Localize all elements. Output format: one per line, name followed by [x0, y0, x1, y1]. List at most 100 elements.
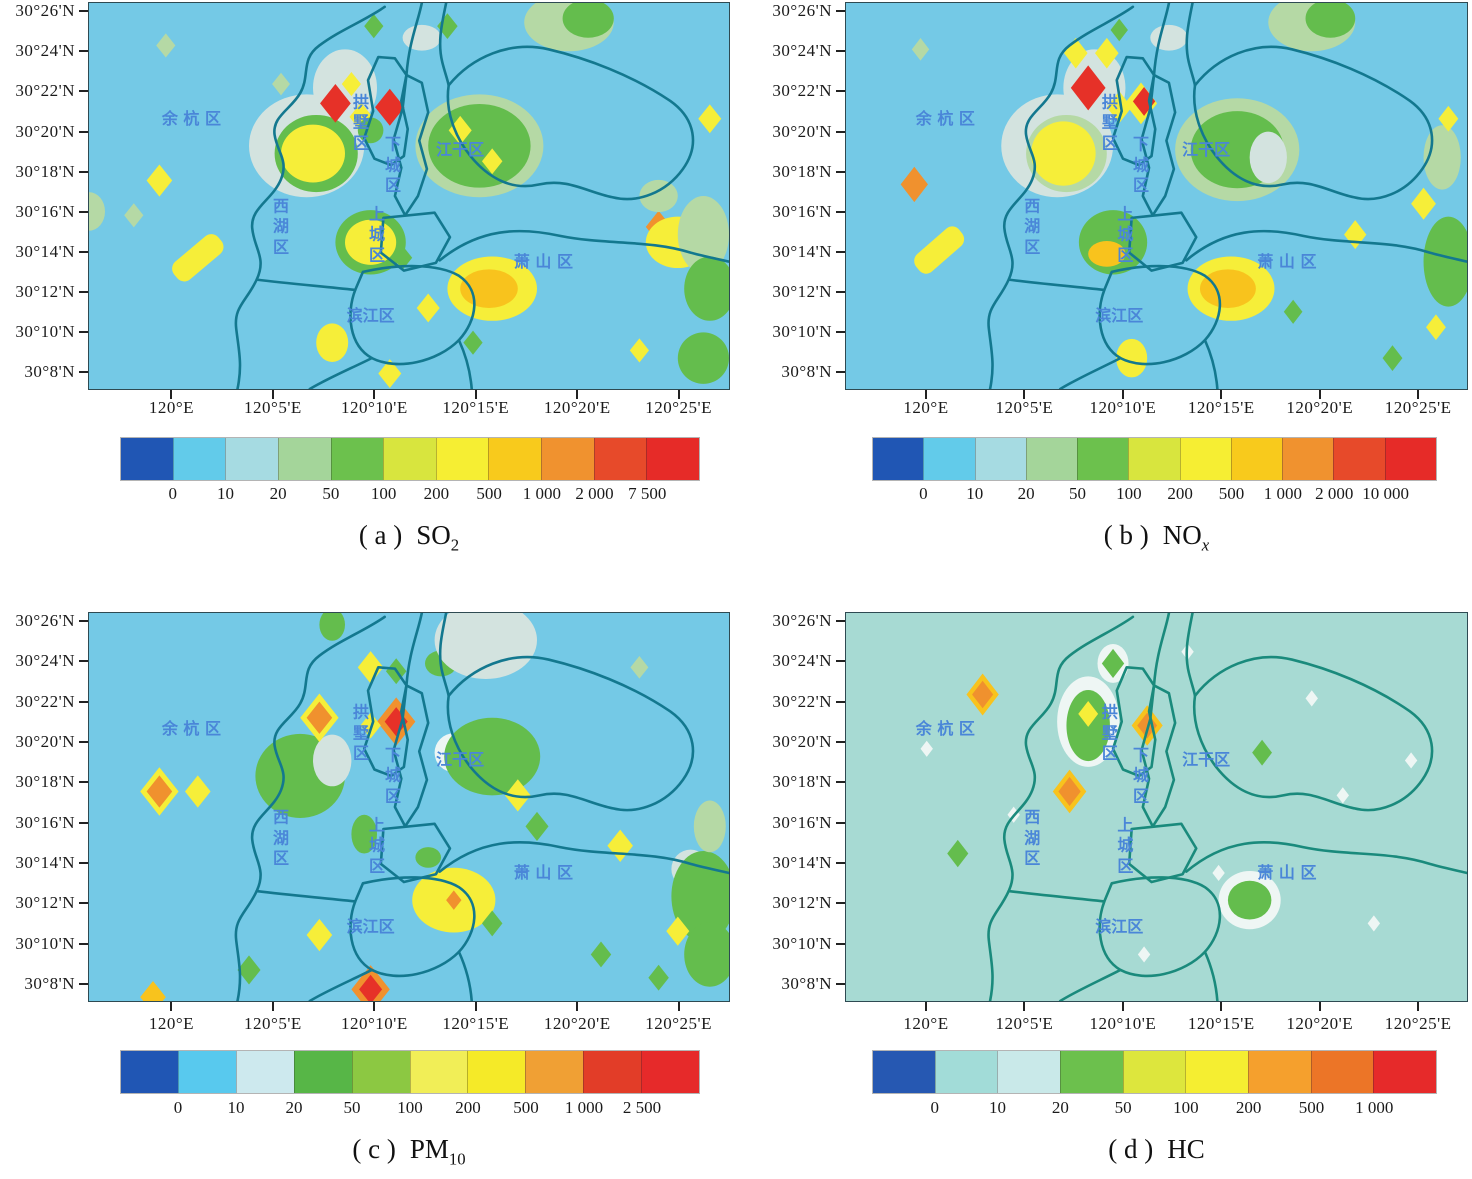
x-axis-label: 120°20'E: [543, 398, 611, 417]
colorbar-segment: [225, 438, 278, 480]
y-axis-label: 30°12'N: [15, 281, 75, 301]
colorbar-tick-label: 100: [1116, 484, 1142, 503]
emission-hotspot: [140, 980, 166, 1001]
y-axis-tick: [836, 741, 845, 744]
y-axis-label: 30°12'N: [772, 893, 832, 913]
colorbar-segment: [293, 1051, 352, 1093]
x-axis-label: 120°E: [148, 398, 195, 417]
y-axis-tick: [836, 250, 845, 253]
x-axis-label: 120°E: [903, 1014, 949, 1033]
colorbar-tick-label: 20: [285, 1098, 303, 1117]
caption-index: ( b ): [1103, 520, 1149, 550]
y-axis-tick: [836, 210, 845, 213]
x-axis-label: 120°15'E: [1187, 1014, 1255, 1033]
y-axis-label: 30°18'N: [15, 161, 75, 181]
x-axis-tick: [271, 1002, 274, 1011]
panel-caption: ( a ) SO2: [88, 520, 730, 555]
y-axis-tick: [836, 619, 845, 622]
colorbar-segment: [583, 1051, 642, 1093]
x-axis-tick: [924, 1002, 927, 1011]
colorbar-segment: [277, 438, 331, 480]
panel-nox: 余 杭 区拱 墅 区下 城 区上 城 区江干区西 湖 区萧 山 区滨江区 ( b…: [740, 0, 1472, 590]
panel-so2: 余 杭 区拱 墅 区下 城 区上 城 区江干区西 湖 区萧 山 区滨江区 ( a…: [0, 0, 740, 590]
emission-hotspot: [306, 918, 333, 952]
emission-hotspot: [1249, 131, 1287, 184]
panel-caption: ( c ) PM10: [88, 1134, 730, 1169]
x-axis-tick: [373, 1002, 376, 1011]
emission-hotspot: [1423, 216, 1467, 307]
colorbar-tick-label: 50: [343, 1098, 361, 1117]
colorbar-tick-label: 500: [476, 484, 502, 503]
colorbar-tick-label: 50: [1068, 484, 1086, 503]
emission-hotspot: [237, 955, 261, 985]
emission-hotspot: [1438, 105, 1459, 132]
x-axis-tick: [474, 390, 477, 399]
colorbar-segment: [330, 438, 384, 480]
y-axis-label: 30°16'N: [772, 201, 832, 221]
y-axis-label: 30°24'N: [772, 651, 832, 671]
colorbar-segment: [121, 1051, 178, 1093]
colorbar-tick-label: 10: [227, 1098, 245, 1117]
y-axis-label: 30°16'N: [15, 201, 75, 221]
y-axis-tick: [79, 619, 88, 622]
emission-hotspots: [900, 3, 1467, 378]
caption-index: ( a ): [358, 520, 403, 550]
colorbar-tick-label: 1 000: [564, 1098, 604, 1117]
y-axis-tick: [79, 942, 88, 945]
y-axis-label: 30°20'N: [15, 732, 75, 752]
colorbar-segment: [177, 1051, 236, 1093]
y-axis-label: 30°24'N: [15, 40, 75, 60]
colorbar-segment: [873, 1051, 935, 1093]
y-axis-label: 30°16'N: [772, 812, 832, 832]
x-axis-tick: [1318, 390, 1321, 399]
colorbar-tick-label: 200: [455, 1098, 481, 1117]
colorbar-segment: [1333, 438, 1385, 480]
emission-hotspot: [671, 850, 729, 942]
y-axis-tick: [836, 660, 845, 663]
colorbar-segment: [1373, 1051, 1437, 1093]
colorbar-segment: [1310, 1051, 1374, 1093]
x-axis-label: 120°20'E: [543, 1014, 611, 1033]
colorbar-segment: [1060, 1051, 1123, 1093]
y-axis-label: 30°14'N: [772, 241, 832, 261]
y-axis-label: 30°24'N: [772, 40, 832, 60]
emission-hotspot: [460, 269, 518, 308]
emission-hotspot: [1283, 299, 1303, 324]
y-axis-label: 30°12'N: [15, 893, 75, 913]
map-pm10: 余 杭 区拱 墅 区下 城 区上 城 区江干区西 湖 区萧 山 区滨江区: [88, 612, 730, 1002]
colorbar: [872, 1050, 1437, 1094]
colorbar-tick-label: 500: [1218, 484, 1245, 503]
emission-hotspot: [1212, 864, 1225, 882]
y-axis-tick: [79, 741, 88, 744]
y-axis-label: 30°8'N: [781, 362, 832, 382]
x-axis-tick: [1318, 1002, 1321, 1011]
colorbar-segment: [1122, 1051, 1186, 1093]
colorbar-segment: [435, 438, 489, 480]
y-axis-tick: [79, 821, 88, 824]
colorbar-segment: [646, 438, 700, 480]
y-axis-label: 30°10'N: [15, 321, 75, 341]
x-axis-tick: [1417, 1002, 1420, 1011]
colorbar-tick-label: 1 000: [522, 484, 561, 503]
emission-hotspot: [481, 148, 503, 175]
x-axis-label: 120°5'E: [995, 398, 1054, 417]
emission-hotspot: [481, 910, 503, 937]
colorbar-segment: [593, 438, 647, 480]
panel-caption: ( d ) HC: [845, 1134, 1468, 1169]
y-axis-label: 30°26'N: [772, 610, 832, 630]
y-axis-tick: [79, 330, 88, 333]
colorbar-tick-label: 100: [397, 1098, 423, 1117]
colorbar-segment: [974, 438, 1026, 480]
emission-hotspot: [384, 707, 408, 737]
y-axis-tick: [836, 130, 845, 133]
colorbar-segment: [1230, 438, 1283, 480]
pollutant-formula: NOx: [1162, 520, 1210, 555]
x-axis-tick: [1023, 390, 1026, 399]
y-axis-label: 30°20'N: [772, 121, 832, 141]
emission-hotspot: [1227, 880, 1272, 920]
x-axis-tick: [1417, 390, 1420, 399]
x-axis-label: 120°15'E: [442, 398, 510, 417]
y-axis-tick: [836, 942, 845, 945]
emission-hotspot: [1252, 739, 1273, 766]
emission-hotspot: [316, 323, 349, 362]
